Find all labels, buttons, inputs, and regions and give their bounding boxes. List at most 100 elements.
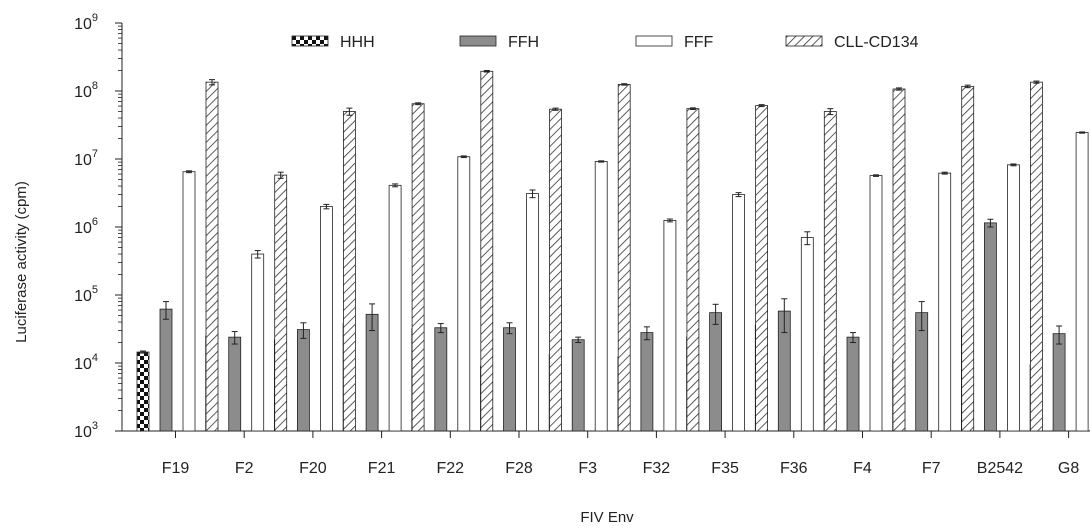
y-tick-label: 106 <box>74 216 98 237</box>
legend-swatch-ffh <box>459 35 497 47</box>
bar-cll-cd134-f19 <box>205 81 219 432</box>
x-tick-label-f20: F20 <box>299 460 327 477</box>
error-bar <box>964 84 971 89</box>
bar-cll-cd134-f2 <box>274 174 288 432</box>
error-bar <box>209 79 215 86</box>
x-tick-label-f2: F2 <box>235 460 254 477</box>
bar-ffh-f22 <box>434 327 448 432</box>
y-tick-label: 108 <box>74 80 98 101</box>
legend-swatch-fff <box>635 35 673 47</box>
x-tick-label-b2542: B2542 <box>977 460 1023 477</box>
error-bar <box>643 326 650 341</box>
bar-fff-f4 <box>869 175 883 432</box>
error-bar <box>1056 325 1063 345</box>
bar-ffh-g8 <box>1052 333 1066 432</box>
bar-cll-cd134-f28 <box>549 108 562 432</box>
y-tick-label: 105 <box>74 284 98 305</box>
legend-swatch-cll-cd134 <box>785 35 823 47</box>
bar-ffh-b2542 <box>984 222 997 432</box>
error-bar <box>300 322 307 339</box>
error-bar <box>873 174 879 177</box>
x-tick-label-f35: F35 <box>711 460 739 477</box>
y-tick-label: 103 <box>74 420 98 441</box>
error-bar <box>346 107 353 116</box>
bar-fff-f3 <box>594 161 608 432</box>
bar-cll-cd134-f7 <box>961 85 975 432</box>
error-bar <box>1079 131 1086 134</box>
bar-cll-cd134-f3 <box>617 84 631 432</box>
bar-ffh-f3 <box>571 339 585 432</box>
bar-cll-cd134-b2542 <box>1030 81 1043 432</box>
error-bar <box>781 298 788 334</box>
bar-fff-f20 <box>319 206 333 432</box>
bar-ffh-f21 <box>365 313 379 432</box>
x-axis-title: FIV Env <box>580 509 634 526</box>
error-bar <box>987 218 994 228</box>
bar-fff-f2 <box>251 253 265 432</box>
error-bar <box>735 192 742 198</box>
error-bar <box>712 303 719 325</box>
error-bar <box>186 170 192 174</box>
y-tick-label: 107 <box>74 148 98 169</box>
x-tick-label-g8: G8 <box>1058 460 1079 477</box>
error-bar <box>598 160 605 163</box>
error-bar <box>575 336 582 344</box>
bars <box>136 70 1089 432</box>
bar-cll-cd134-f36 <box>823 111 837 432</box>
bar-ffh-f19 <box>159 308 173 432</box>
legend-label-fff: FFF <box>684 34 714 51</box>
bar-ffh-f20 <box>296 329 310 432</box>
bar-ffh-f35 <box>709 312 722 432</box>
error-bar <box>666 218 673 223</box>
error-bar <box>483 70 490 73</box>
bar-cll-cd134-f35 <box>755 105 768 432</box>
error-bar <box>277 171 284 179</box>
bar-ffh-f32 <box>640 332 654 432</box>
error-bar <box>1033 80 1040 84</box>
error-bar <box>758 104 765 108</box>
error-bar <box>392 183 399 188</box>
legend-label-hhh: HHH <box>340 34 375 51</box>
x-tick-label-f28: F28 <box>505 460 533 477</box>
bar-fff-f36 <box>800 237 814 432</box>
bar-fff-f19 <box>182 171 196 432</box>
error-bar <box>621 83 628 86</box>
error-bar <box>506 322 513 335</box>
error-bar <box>827 108 834 116</box>
error-bar <box>850 332 856 344</box>
bar-fff-f21 <box>388 184 402 432</box>
error-bar <box>140 350 146 354</box>
bar-ffh-f4 <box>846 336 860 432</box>
x-tick-label-f19: F19 <box>162 460 190 477</box>
bar-cll-cd134-f22 <box>480 70 494 432</box>
y-axis-title: Luciferase activity (cpm) <box>13 181 30 343</box>
error-bar <box>231 331 238 345</box>
error-bar <box>941 171 948 175</box>
error-bar <box>415 102 422 106</box>
y-tick-label: 104 <box>74 352 98 373</box>
bar-cll-cd134-f32 <box>686 108 700 432</box>
legend: HHH FFH FFF CLL-CD134 <box>291 34 919 51</box>
bar-cll-cd134-f20 <box>342 111 356 432</box>
bar-fff-b2542 <box>1007 164 1020 432</box>
x-tick-label-f4: F4 <box>853 460 872 477</box>
bar-fff-f28 <box>526 193 539 432</box>
x-tick-label-f7: F7 <box>922 460 941 477</box>
legend-label-cll-cd134: CLL-CD134 <box>834 34 919 51</box>
error-bar <box>163 301 169 320</box>
x-tick-label-f36: F36 <box>780 460 808 477</box>
legend-label-ffh: FFH <box>508 34 539 51</box>
bar-ffh-f28 <box>503 327 516 432</box>
bar-fff-f35 <box>732 194 745 432</box>
x-tick-label-f21: F21 <box>368 460 396 477</box>
bar-fff-f32 <box>663 220 677 432</box>
error-bar <box>254 250 261 259</box>
error-bar <box>689 107 696 110</box>
error-bar <box>437 323 444 334</box>
legend-swatch-hhh <box>291 35 329 47</box>
bar-fff-g8 <box>1075 132 1089 432</box>
y-tick-label: 109 <box>74 12 98 33</box>
error-bar <box>460 155 467 159</box>
error-bar <box>918 301 925 332</box>
